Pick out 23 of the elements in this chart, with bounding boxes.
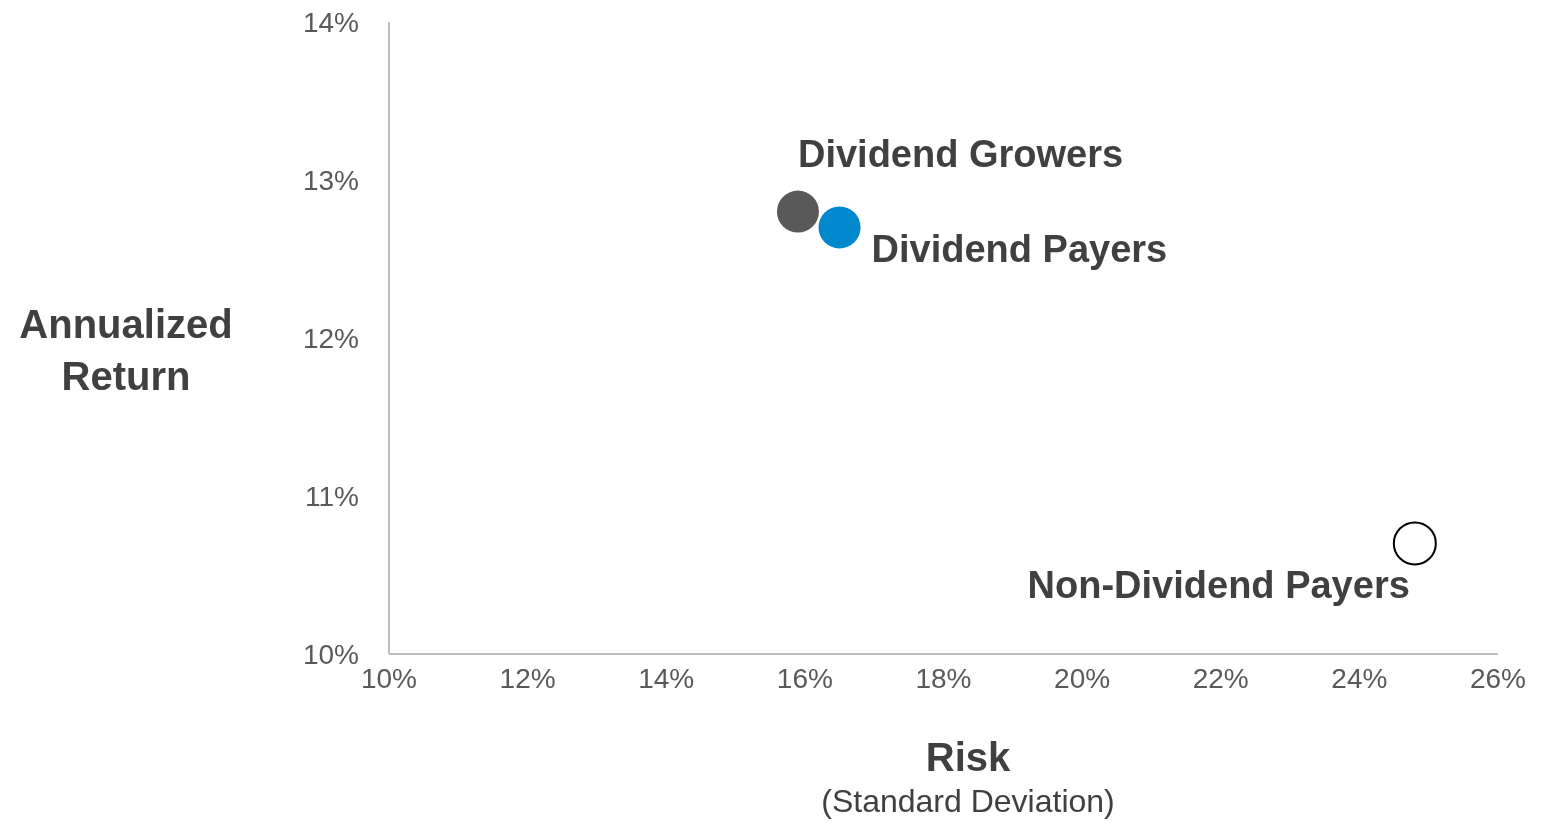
y-tick-label: 13% [302,164,359,196]
point [776,190,819,233]
text: (Standard Deviation) [820,782,1116,821]
x-tick-label: 24% [1331,662,1388,694]
x-tick-label: 18% [915,662,972,694]
y-tick-label: 12% [302,322,359,354]
x-tick-label: 12% [499,662,556,694]
y-tick-label: 11% [305,480,359,512]
point [818,206,861,249]
series-label: Dividend Growers [797,132,1124,175]
x-axis-title: Risk [924,734,1012,781]
series-label: Dividend Payers [871,228,1168,271]
y-tick-label: 14% [302,6,359,38]
point [1392,521,1437,566]
series-label: Non-Dividend Payers [1027,564,1410,607]
x-tick-label: 20% [1054,662,1111,694]
x-tick-label: 14% [638,662,695,694]
x-tick-label: 26% [1469,662,1527,694]
y-tick-label: 10% [302,638,359,670]
x-tick-label: 10% [360,662,418,694]
x-tick-label: 22% [1192,662,1249,694]
x-tick-label: 16% [776,662,833,694]
y-axis-title: Annualized Return [18,301,234,400]
